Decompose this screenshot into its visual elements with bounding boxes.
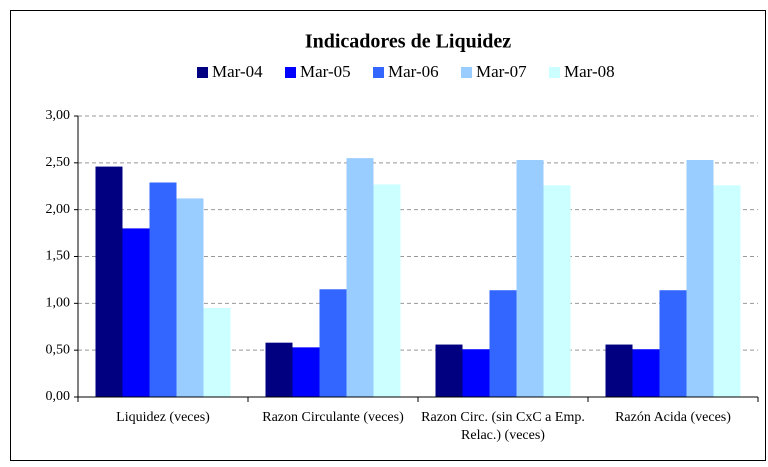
- legend-swatch: [373, 67, 384, 78]
- x-tick-label: Razón Acida (veces): [615, 410, 731, 425]
- y-tick-label: 2,00: [46, 202, 71, 217]
- legend-label: Mar-07: [476, 62, 527, 81]
- bar: [346, 158, 374, 397]
- bar: [203, 308, 231, 397]
- legend-swatch: [549, 67, 560, 78]
- x-tick-label: Razon Circ. (sin CxC a Emp. Relac.) (vec…: [421, 410, 585, 443]
- legend-label: Mar-05: [300, 62, 351, 81]
- y-tick-label: 0,00: [46, 389, 71, 404]
- bar: [319, 289, 347, 397]
- legend-swatch: [461, 67, 472, 78]
- y-tick-label: 0,50: [46, 342, 71, 357]
- bar: [713, 185, 741, 397]
- bar: [149, 182, 177, 397]
- bar: [122, 228, 150, 397]
- bar: [462, 349, 490, 397]
- legend-swatch: [197, 67, 208, 78]
- y-tick-label: 1,00: [46, 296, 71, 311]
- bar: [435, 344, 463, 397]
- bar: [176, 198, 204, 397]
- bar: [686, 160, 714, 397]
- y-tick-label: 3,00: [46, 108, 71, 123]
- bar: [373, 184, 401, 397]
- bar: [659, 290, 687, 397]
- bar: [489, 290, 517, 397]
- legend-swatch: [285, 67, 296, 78]
- bar: [543, 185, 571, 397]
- legend-label: Mar-04: [212, 62, 263, 81]
- chart-title: Indicadores de Liquidez: [305, 31, 511, 53]
- bar: [292, 347, 320, 397]
- x-tick-label: Razon Circulante (veces): [262, 410, 404, 425]
- bar: [632, 349, 660, 397]
- y-tick-label: 1,50: [46, 249, 71, 264]
- bar: [605, 344, 633, 397]
- x-tick-label: Liquidez (veces): [116, 410, 210, 425]
- y-tick-label: 2,50: [46, 155, 71, 170]
- legend-label: Mar-08: [564, 62, 615, 81]
- bar: [516, 160, 544, 397]
- legend-label: Mar-06: [388, 62, 439, 81]
- bar: [265, 342, 293, 397]
- bar: [95, 166, 123, 397]
